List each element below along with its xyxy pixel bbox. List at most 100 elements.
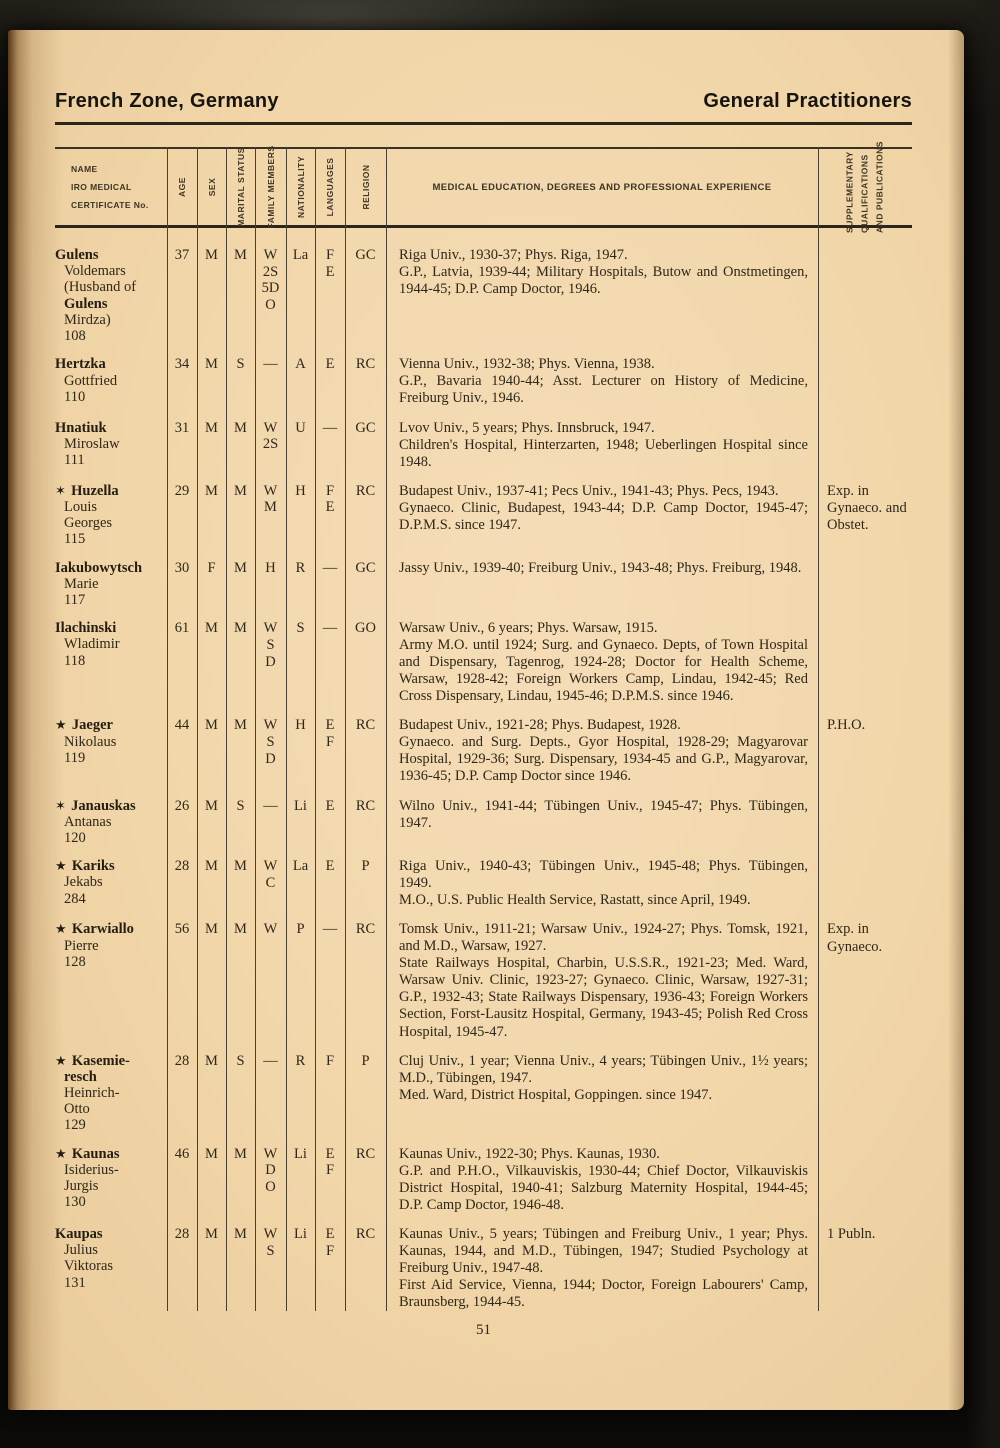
- column-divider: [386, 147, 387, 1311]
- name-line: ★ Kasemie-: [55, 1052, 130, 1069]
- column-divider: [167, 147, 168, 1311]
- cell-languages: E: [325, 797, 335, 814]
- cell-age: 31: [174, 419, 190, 436]
- name-line: Gulens: [55, 247, 99, 263]
- supplementary-header-line: AND PUBLICATIONS: [874, 141, 885, 233]
- cell-family-members: W: [263, 921, 278, 938]
- cell-education: Tomsk Univ., 1911-21; Warsaw Univ., 1924…: [386, 920, 818, 1040]
- cell-marital-status: M: [234, 620, 247, 637]
- cell-name: ★ Kariks Jekabs 284: [55, 857, 167, 907]
- name-line: Gottfried: [64, 372, 118, 389]
- cell-religion: RC: [355, 1145, 376, 1162]
- cell-education: Budapest Univ., 1921-28; Phys. Budapest,…: [386, 716, 818, 785]
- name-line: Heinrich-: [64, 1085, 120, 1101]
- education-paragraph: Gynaeco. and Surg. Depts., Gyor Hospital…: [399, 734, 808, 785]
- cell-sex: M: [205, 356, 218, 373]
- cell-religion: P: [361, 1052, 370, 1069]
- education-paragraph: M.O., U.S. Public Health Service, Rastat…: [399, 892, 751, 909]
- column-header-supplementary: SUPPLEMENTARY QUALIFICATIONS AND PUBLICATI…: [818, 141, 912, 233]
- cell-education: Jassy Univ., 1939-40; Freiburg Univ., 19…: [386, 559, 818, 577]
- cell-marital-status: S: [236, 797, 245, 814]
- supplementary-header-line: SUPPLEMENTARY: [844, 151, 855, 233]
- cell-marital-status: M: [234, 1225, 247, 1242]
- cell-name: Hertzka Gottfried 110: [55, 355, 167, 405]
- cell-nationality: Li: [294, 1225, 307, 1242]
- column-divider: [818, 147, 819, 1311]
- education-paragraph: Lvov Univ., 5 years; Phys. Innsbruck, 19…: [399, 419, 655, 436]
- education-paragraph: State Railways Hospital, Charbin, U.S.S.…: [399, 955, 808, 1040]
- cell-marital-status: M: [234, 482, 247, 499]
- column-header-age: AGE: [177, 177, 187, 197]
- cell-supplementary: Exp. in Gynaeco.: [827, 921, 883, 955]
- cell-family-members: —: [263, 797, 278, 814]
- name-line: Jurgis: [64, 1178, 99, 1195]
- cell-religion: RC: [355, 797, 376, 814]
- name-line: 284: [64, 890, 86, 907]
- cell-nationality: U: [295, 419, 306, 436]
- cell-supplementary: [818, 355, 912, 356]
- column-divider: [255, 147, 256, 1311]
- cell-family-members: W 2S: [262, 419, 279, 453]
- name-line: Georges: [64, 515, 113, 532]
- cell-religion: GO: [355, 620, 376, 637]
- column-header-name: NAME IRO MEDICAL CERTIFICATE No.: [55, 149, 167, 225]
- education-paragraph: Budapest Univ., 1921-28; Phys. Budapest,…: [399, 717, 681, 734]
- name-line: ✶ Janauskas: [55, 797, 136, 814]
- cell-religion: GC: [355, 419, 376, 436]
- column-header-religion: RELIGION: [360, 164, 371, 210]
- cell-age: 34: [174, 356, 190, 373]
- column-divider: [226, 147, 227, 1311]
- cell-religion: GC: [355, 247, 376, 263]
- cell-family-members: H: [265, 559, 276, 576]
- education-paragraph: Kaunas Univ., 1922-30; Phys. Kaunas, 193…: [399, 1145, 660, 1162]
- cell-nationality: R: [295, 1052, 306, 1069]
- cell-name: Gulens Voldemars (Husband of Gulens Mirdza) 1…: [55, 246, 167, 344]
- supplementary-header-line: QUALIFICATIONS: [859, 154, 870, 233]
- cell-supplementary: [818, 797, 912, 798]
- cell-languages: —: [322, 620, 338, 637]
- name-line: 115: [64, 531, 86, 548]
- practitioners-table: NAME IRO MEDICAL CERTIFICATE No. AGE SEX M…: [55, 141, 912, 1311]
- star-marker-icon: ✶: [55, 482, 72, 498]
- name-line: Jekabs: [64, 874, 103, 891]
- education-paragraph: Army M.O. until 1924; Surg. and Gynaeco.…: [399, 637, 808, 705]
- name-line: Julius: [64, 1242, 98, 1259]
- cell-name: ★ Jaeger Nikolaus 119: [55, 716, 167, 766]
- cell-sex: M: [205, 921, 218, 938]
- cell-name: ✶ Janauskas Antanas 120: [55, 797, 167, 847]
- education-paragraph: Budapest Univ., 1937-41; Pecs Univ., 194…: [399, 482, 779, 499]
- column-divider: [286, 147, 287, 1311]
- cell-sex: M: [205, 717, 218, 734]
- cell-name: ★ Karwiallo Pierre 128: [55, 920, 167, 970]
- name-line: Pierre: [64, 937, 99, 954]
- education-paragraph: G.P. and P.H.O., Vilkauviskis, 1930-44; …: [399, 1162, 808, 1213]
- cell-sex: F: [207, 559, 216, 576]
- name-line: Gulens: [64, 295, 108, 312]
- cell-nationality: R: [295, 559, 306, 576]
- cell-age: 30: [174, 559, 190, 576]
- cell-religion: RC: [355, 1225, 376, 1242]
- cell-family-members: W 2S 5D O: [261, 247, 280, 314]
- cell-nationality: Li: [294, 797, 307, 814]
- cell-sex: M: [205, 1225, 218, 1242]
- cell-marital-status: M: [234, 921, 247, 938]
- cell-supplementary: [818, 559, 912, 560]
- name-line: Nikolaus: [64, 733, 117, 750]
- cell-sex: M: [205, 858, 218, 875]
- cell-supplementary: Exp. in Gynaeco. and Obstet.: [827, 482, 907, 534]
- cell-age: 26: [174, 797, 190, 814]
- table-row: ★ Karwiallo Pierre 128 56 M M W P — RC Tom…: [55, 920, 912, 1040]
- name-line: (Husband of: [64, 279, 137, 296]
- name-line: resch: [64, 1068, 97, 1085]
- name-line: 130: [64, 1194, 86, 1211]
- cell-supplementary: [818, 1145, 912, 1146]
